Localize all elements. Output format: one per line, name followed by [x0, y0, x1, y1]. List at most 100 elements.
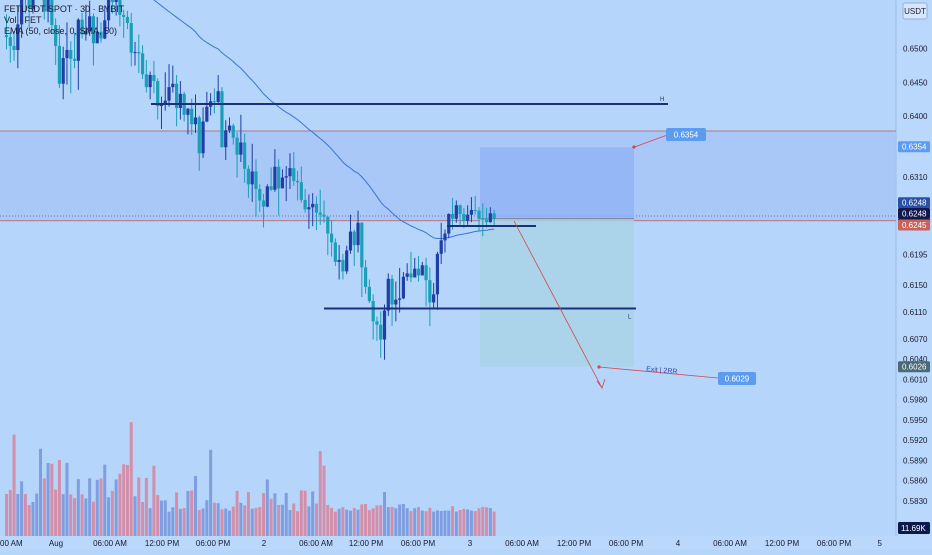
candle-body — [292, 168, 296, 181]
volume-bar — [477, 508, 481, 536]
price-tag — [898, 208, 930, 220]
volume-bar — [35, 493, 39, 536]
supply-zone — [0, 130, 896, 221]
volume-bar — [398, 504, 402, 536]
candle-body — [72, 58, 77, 61]
volume-bar — [401, 503, 405, 536]
candle-body — [197, 117, 201, 154]
candle-body — [80, 19, 84, 35]
volume-bar — [469, 510, 473, 536]
volume-bar — [443, 510, 447, 536]
volume-bar — [23, 494, 27, 536]
volume-bar — [178, 508, 182, 536]
candle-body — [65, 50, 69, 59]
volume-bar — [394, 508, 398, 536]
volume-bar — [205, 500, 209, 536]
currency-label: USDT — [904, 7, 926, 16]
time-tick-label: 4 — [676, 539, 681, 548]
candle-body — [148, 74, 152, 88]
volume-bar — [167, 511, 171, 536]
candle-body — [481, 218, 485, 220]
volume-bar — [424, 511, 428, 536]
candle-body — [352, 231, 356, 246]
volume-bar — [103, 464, 107, 536]
candle-body — [318, 212, 322, 215]
volume-bar — [273, 493, 277, 536]
volume-tag — [898, 522, 930, 534]
resistance-line-label: H — [660, 97, 664, 103]
volume-bar — [413, 508, 417, 536]
volume-bar — [383, 491, 386, 536]
candle-body — [216, 91, 220, 102]
volume-bar — [8, 489, 12, 536]
volume-bar — [186, 490, 190, 536]
price-tick-label: 0.6500 — [903, 45, 928, 54]
price-tick-label: 0.6400 — [903, 112, 928, 121]
ema-indicator-line[interactable]: EMA (50, close, 0, SMA, 50) — [4, 26, 118, 36]
volume-bar — [171, 507, 175, 536]
volume-bar — [458, 510, 462, 536]
candle-body — [227, 125, 232, 131]
volume-bar — [141, 502, 145, 536]
candle-body — [401, 276, 405, 299]
candle-body — [220, 91, 224, 148]
volume-bar — [481, 506, 485, 536]
candle-body — [364, 267, 368, 287]
candle-body — [20, 0, 24, 25]
time-tick-label: 3 — [468, 539, 473, 548]
volume-bar — [311, 491, 315, 536]
price-tick-label: 0.5920 — [903, 436, 928, 445]
target-callout-text: 0.6354 — [674, 131, 699, 140]
symbol-line[interactable]: FETUSDT SPOT · 30 · BYBIT — [4, 4, 125, 14]
candle-body — [190, 108, 194, 125]
volume-bar — [435, 510, 439, 536]
candle-body — [386, 278, 390, 311]
volume-indicator-line[interactable]: Vol · FET — [4, 15, 42, 25]
time-tick-label: 12:00 PM — [765, 539, 800, 548]
volume-bar — [451, 506, 455, 536]
time-tick-label: 06:00 PM — [196, 539, 231, 548]
candle-body — [469, 209, 474, 215]
candle-body — [54, 25, 58, 46]
volume-bar — [133, 496, 137, 536]
price-tag-text: 0.6026 — [902, 363, 927, 372]
candle-body — [454, 205, 458, 219]
volume-bar — [125, 464, 129, 536]
volume-bar — [348, 510, 352, 536]
volume-bar — [91, 501, 95, 536]
exit-arrow-head — [596, 378, 606, 389]
target-callout[interactable] — [666, 128, 706, 141]
volume-bar — [367, 510, 371, 536]
volume-bar — [485, 507, 489, 536]
volume-bar — [16, 493, 20, 536]
volume-bar — [364, 503, 368, 536]
volume-bar — [50, 463, 54, 536]
candle-body — [57, 45, 62, 84]
volume-bar — [262, 493, 266, 536]
candle-body — [360, 222, 364, 268]
candle-body — [178, 93, 182, 109]
stop-callout[interactable] — [718, 372, 756, 385]
price-tick-label: 0.5980 — [903, 396, 928, 405]
candle-body — [413, 268, 417, 278]
time-tick-label: 2 — [262, 539, 267, 548]
price-tag-text: 0.6245 — [902, 221, 927, 230]
candle-body — [371, 301, 375, 322]
volume-bar — [447, 510, 451, 536]
volume-bar — [322, 465, 326, 536]
volume-bar — [405, 508, 409, 536]
support-line-label: L — [628, 315, 632, 321]
candle-body — [61, 58, 65, 84]
candle-body — [348, 231, 353, 251]
volume-bar — [379, 505, 383, 536]
candle-body — [277, 166, 281, 189]
candle-body — [398, 298, 402, 300]
currency-button[interactable]: USDT — [902, 2, 928, 20]
volume-bar — [61, 494, 65, 536]
volume-bar — [277, 504, 281, 536]
volume-bar — [307, 506, 311, 536]
price-tag — [898, 361, 930, 373]
volume-bar — [80, 494, 84, 536]
